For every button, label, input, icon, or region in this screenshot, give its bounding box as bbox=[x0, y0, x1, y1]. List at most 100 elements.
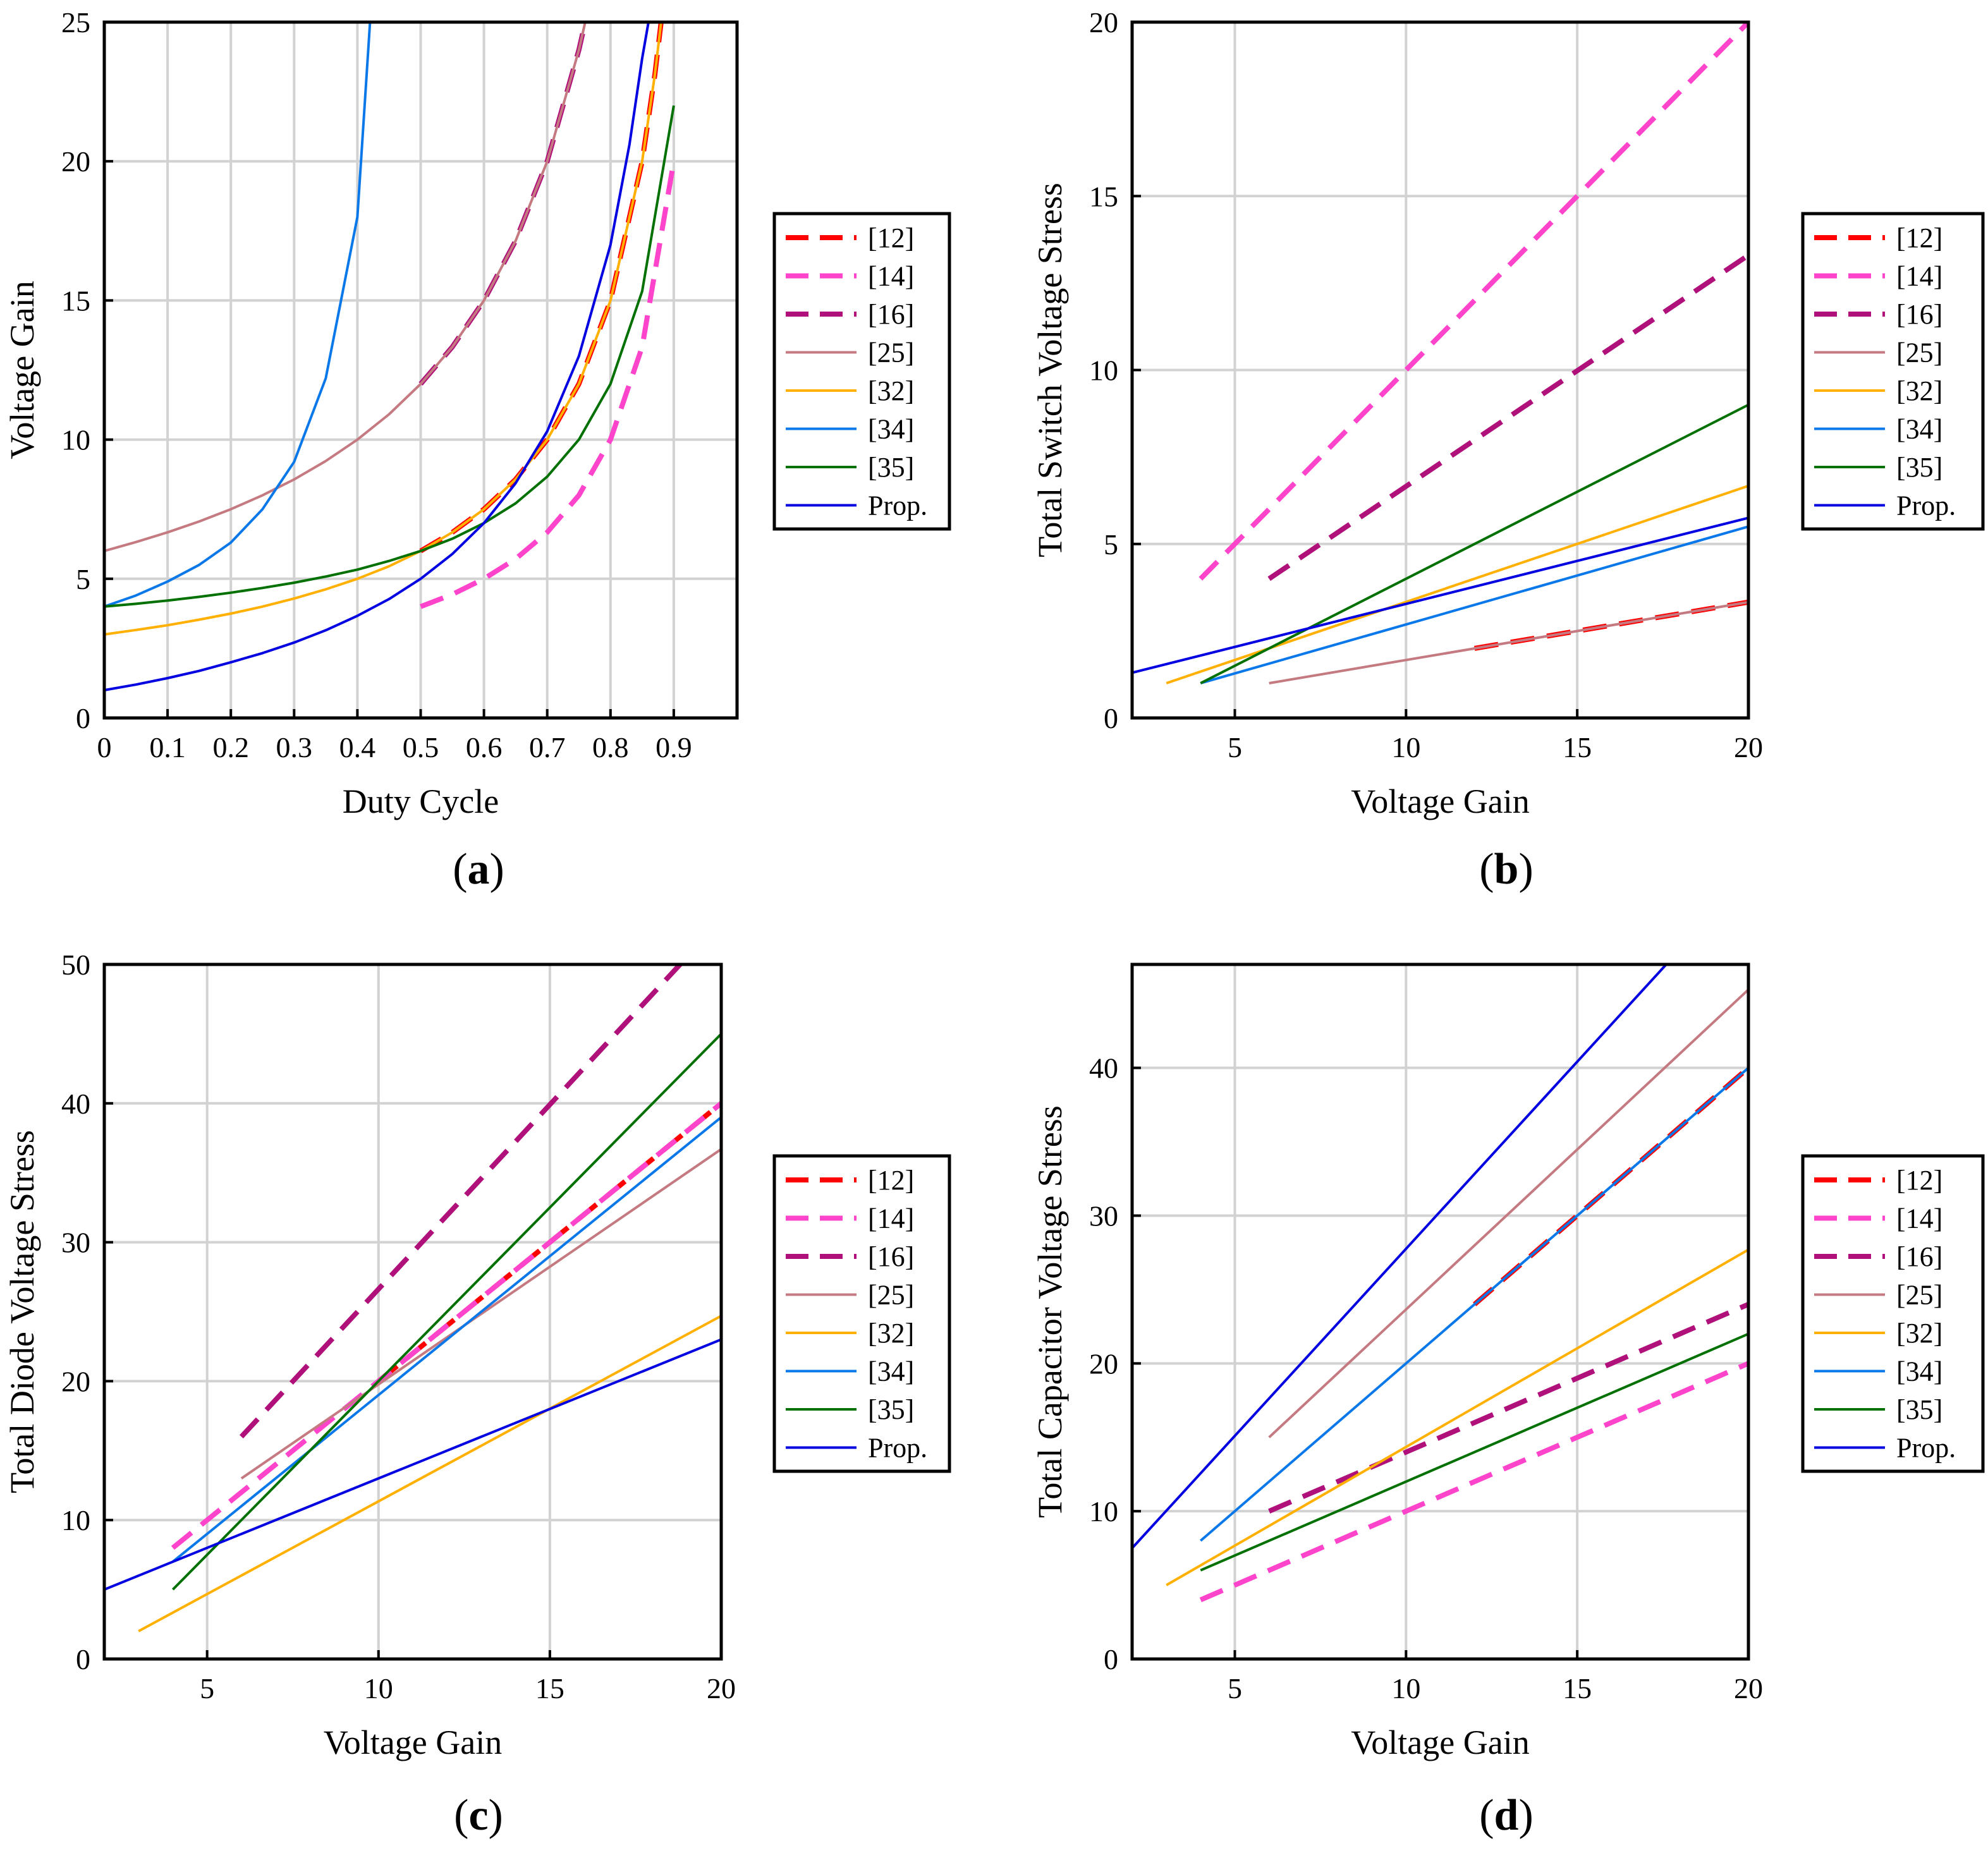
y-tick-label: 0 bbox=[1104, 1643, 1118, 1675]
panel-label: (b) bbox=[1479, 845, 1534, 894]
x-axis-label: Duty Cycle bbox=[343, 782, 499, 820]
chart-panel-c: 5 10 15 20 0 10 20 30 40 50 Voltage Gain Total Diod… bbox=[3, 949, 951, 1840]
x-tick-label: 0.2 bbox=[212, 731, 249, 763]
y-tick-label: 50 bbox=[61, 949, 90, 981]
plot-frame bbox=[102, 963, 723, 1661]
grid-lines bbox=[1132, 964, 1748, 1659]
legend-entry-label: Prop. bbox=[868, 490, 927, 521]
plot-frame bbox=[1130, 963, 1750, 1661]
legend-box bbox=[1801, 212, 1985, 531]
series-line-32 bbox=[138, 1315, 721, 1632]
series-group bbox=[1132, 22, 1748, 684]
x-axis-label: Voltage Gain bbox=[324, 1723, 502, 1761]
y-tick-label: 15 bbox=[1089, 180, 1118, 212]
series-line-34 bbox=[1200, 525, 1748, 684]
legend-entry-label: [14] bbox=[1896, 1203, 1942, 1234]
series-line-35 bbox=[171, 1033, 721, 1591]
series-line-16 bbox=[1268, 1302, 1748, 1514]
legend-entry-label: [32] bbox=[1896, 1318, 1942, 1349]
series-line-prop bbox=[104, 1338, 721, 1591]
legend-entry-label: [25] bbox=[868, 1280, 914, 1311]
legend: [12] [14] [16] [25] [32] [34] [35] Prop. bbox=[772, 212, 951, 531]
series-group bbox=[1132, 964, 1748, 1603]
legend-entry-label: [35] bbox=[1896, 1394, 1942, 1425]
legend-entry-label: [14] bbox=[868, 261, 914, 292]
y-tick-label: 20 bbox=[61, 145, 90, 178]
x-tick-label: 5 bbox=[1228, 731, 1242, 763]
x-tick-label: 0 bbox=[97, 731, 112, 763]
y-tick-label: 5 bbox=[76, 563, 90, 595]
legend-box bbox=[1801, 1154, 1985, 1473]
legend-entry-label: [12] bbox=[1896, 222, 1942, 253]
series-line-14 bbox=[1199, 1361, 1748, 1603]
series-line-25 bbox=[1269, 600, 1748, 684]
legend-entry-label: [35] bbox=[868, 1394, 914, 1425]
grid-lines bbox=[1132, 22, 1748, 718]
grid-lines bbox=[104, 964, 721, 1659]
series-group bbox=[104, 22, 676, 691]
y-axis-label: Voltage Gain bbox=[3, 281, 41, 459]
legend-entry-label: [34] bbox=[1896, 1356, 1942, 1387]
x-tick-label: 15 bbox=[1563, 1672, 1592, 1704]
legend-entry-label: [25] bbox=[1896, 337, 1942, 368]
legend-entry-label: [16] bbox=[868, 1241, 914, 1272]
legend-entry-label: [14] bbox=[1896, 261, 1942, 292]
x-axis-label: Voltage Gain bbox=[1351, 1723, 1529, 1761]
panel-label: (a) bbox=[453, 845, 504, 894]
x-tick-label: 15 bbox=[535, 1672, 564, 1704]
series-line-prop bbox=[1132, 964, 1668, 1549]
x-tick-label: 20 bbox=[1734, 731, 1763, 763]
series-group bbox=[104, 964, 721, 1632]
x-tick-label: 0.3 bbox=[276, 731, 313, 763]
legend-box bbox=[772, 1154, 951, 1473]
series-line-prop bbox=[1132, 516, 1748, 674]
x-tick-label: 0.7 bbox=[529, 731, 566, 763]
series-line-prop bbox=[104, 22, 650, 691]
y-tick-label: 0 bbox=[76, 702, 90, 734]
legend-entry-label: [14] bbox=[868, 1203, 914, 1234]
series-line-14 bbox=[420, 161, 676, 609]
x-tick-label: 5 bbox=[1228, 1672, 1242, 1704]
y-tick-label: 30 bbox=[1089, 1200, 1118, 1232]
y-tick-label: 10 bbox=[1089, 355, 1118, 387]
chart-panel-b: 5 10 15 20 0 5 10 15 20 Voltage Gain Total Switch … bbox=[1031, 6, 1985, 894]
series-line-35 bbox=[1200, 1332, 1748, 1572]
y-tick-label: 10 bbox=[1089, 1495, 1118, 1528]
x-tick-label: 15 bbox=[1563, 731, 1592, 763]
y-tick-label: 15 bbox=[61, 284, 90, 317]
series-line-35 bbox=[1200, 403, 1748, 684]
x-tick-label: 10 bbox=[364, 1672, 393, 1704]
series-line-34 bbox=[104, 22, 372, 608]
x-tick-label: 0.6 bbox=[466, 731, 503, 763]
y-tick-label: 40 bbox=[1089, 1052, 1118, 1084]
legend-entry-label: [12] bbox=[868, 1165, 914, 1196]
legend-entry-label: [35] bbox=[868, 452, 914, 483]
legend: [12] [14] [16] [25] [32] [34] [35] Prop. bbox=[1801, 212, 1985, 531]
grid-lines bbox=[104, 22, 737, 718]
y-tick-label: 20 bbox=[61, 1365, 90, 1397]
legend: [12] [14] [16] [25] [32] [34] [35] Prop. bbox=[772, 1154, 951, 1473]
series-line-35 bbox=[104, 105, 675, 608]
series-line-25 bbox=[1268, 988, 1748, 1438]
y-tick-label: 0 bbox=[1104, 702, 1118, 734]
x-tick-label: 0.1 bbox=[149, 731, 186, 763]
series-line-34 bbox=[172, 1116, 721, 1563]
panel-label: (c) bbox=[454, 1791, 503, 1840]
series-line-14 bbox=[1198, 22, 1748, 581]
legend-entry-label: [16] bbox=[868, 299, 914, 330]
x-tick-label: 5 bbox=[200, 1672, 214, 1704]
y-tick-label: 10 bbox=[61, 424, 90, 456]
y-tick-label: 10 bbox=[61, 1504, 90, 1536]
legend-entry-label: [32] bbox=[868, 375, 914, 406]
legend-entry-label: [25] bbox=[868, 337, 914, 368]
x-axis-label: Voltage Gain bbox=[1351, 782, 1529, 820]
x-tick-label: 10 bbox=[1391, 1672, 1420, 1704]
legend-entry-label: Prop. bbox=[868, 1433, 927, 1464]
y-tick-label: 5 bbox=[1104, 528, 1118, 561]
legend-entry-label: [12] bbox=[1896, 1165, 1942, 1196]
legend-entry-label: [32] bbox=[1896, 375, 1942, 406]
chart-panel-d: 5 10 15 20 0 10 20 30 40 Voltage Gain Total Capaci… bbox=[1031, 963, 1985, 1840]
y-axis-label: Total Capacitor Voltage Stress bbox=[1031, 1105, 1069, 1518]
y-tick-label: 25 bbox=[61, 6, 90, 39]
panel-label: (d) bbox=[1479, 1791, 1534, 1840]
